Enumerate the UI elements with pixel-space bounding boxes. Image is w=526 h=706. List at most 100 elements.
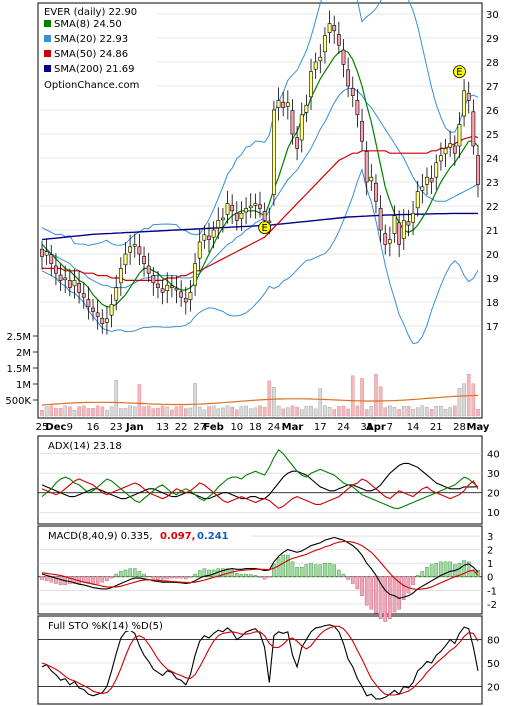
candle-body	[262, 211, 267, 221]
macd-histogram-bar	[105, 576, 109, 582]
volume-bar	[341, 405, 346, 417]
macd-histogram-bar	[95, 576, 100, 584]
macd-histogram-bar	[165, 576, 170, 580]
candle-body	[118, 268, 123, 284]
candle-body	[397, 222, 402, 245]
macd-histogram-bar	[332, 564, 337, 577]
volume-bar	[457, 388, 462, 417]
candle-body	[471, 111, 476, 147]
candle-body	[49, 254, 54, 264]
volume-bar	[453, 405, 457, 417]
macd-histogram-bar	[267, 576, 272, 578]
x-tick-label: Dec	[45, 422, 66, 433]
macd-hist-value: 0.241	[197, 531, 229, 542]
macd-histogram-bar	[392, 576, 397, 613]
macd-histogram-bar	[281, 554, 285, 577]
candle-body	[457, 124, 462, 147]
macd-histogram-bar	[91, 576, 95, 584]
candle-body	[197, 241, 202, 259]
price-legend: EVER (daily) 22.90 SMA(8) 24.50 SMA(20) …	[40, 5, 158, 95]
volume-bar	[183, 408, 188, 417]
volume-bar	[420, 405, 425, 417]
macd-histogram-bar	[434, 562, 439, 577]
volume-bar	[81, 405, 86, 417]
candle-body	[383, 233, 388, 245]
candle-body	[58, 274, 63, 281]
macd-tick-label: 0	[487, 573, 493, 584]
sto-series-line	[41, 624, 479, 700]
macd-histogram-bar	[286, 554, 290, 577]
earnings-marker-label: E	[456, 67, 462, 78]
volume-bar	[221, 407, 225, 417]
macd-histogram-bar	[235, 573, 239, 577]
candle-body	[355, 100, 360, 116]
volume-bar	[86, 408, 91, 417]
volume-bar	[170, 409, 174, 417]
candle-body	[156, 283, 160, 288]
macd-histogram-bar	[207, 569, 211, 577]
macd-histogram-bar	[142, 573, 146, 577]
volume-bar	[207, 406, 211, 417]
volume-bar	[142, 406, 146, 417]
candle-body	[54, 265, 58, 274]
macd-histogram-bar	[179, 576, 183, 579]
candle-body	[290, 110, 295, 135]
legend-swatch-sma200	[44, 65, 51, 72]
volume-bar	[429, 409, 434, 417]
candle-body	[123, 253, 128, 266]
candle-body	[128, 246, 133, 253]
candle-body	[443, 148, 448, 155]
macd-histogram-bar	[341, 573, 346, 577]
price-tick-label: 19	[486, 274, 499, 285]
candle-body	[225, 203, 230, 215]
volume-bar	[72, 409, 77, 417]
macd-histogram-bar	[374, 576, 378, 614]
volume-bar	[304, 406, 309, 417]
volume-bar	[68, 406, 72, 417]
candle-body	[160, 288, 165, 293]
macd-histogram-bar	[253, 575, 258, 577]
volume-bar	[77, 406, 81, 417]
volume-bar	[360, 378, 364, 417]
volume-bar	[123, 407, 128, 417]
volume-bar	[364, 409, 369, 417]
x-tick-label: 24	[268, 422, 281, 433]
candle-body	[44, 251, 49, 256]
price-tick-label: 17	[486, 322, 499, 333]
macd-histogram-bar	[448, 561, 452, 577]
x-tick-label: 22	[175, 422, 188, 433]
volume-bar	[95, 405, 100, 417]
x-tick-label: Feb	[203, 422, 223, 433]
indicator-panels	[38, 448, 482, 700]
macd-histogram-bar	[383, 576, 388, 622]
candle-body	[364, 151, 369, 183]
candle-body	[165, 284, 170, 291]
volume-bar	[193, 383, 197, 417]
x-tick-label: 31	[360, 422, 373, 433]
volume-tick-label: 1.5M	[6, 364, 31, 375]
volume-bar	[374, 373, 378, 417]
x-tick-label: Mar	[282, 422, 304, 433]
volume-bar	[290, 405, 295, 417]
axis-labels: 30292827262524232221201918172.5M2M1.5M1M…	[5, 10, 499, 693]
volume-bar	[40, 410, 44, 417]
x-tick-label: 18	[249, 422, 262, 433]
volume-bar	[281, 408, 285, 417]
x-tick-label: 25	[36, 422, 49, 433]
candle-body	[281, 101, 286, 108]
volume-bar	[448, 407, 452, 417]
legend-sma20: SMA(20) 22.93	[54, 34, 128, 45]
macd-histogram-bar	[262, 576, 267, 580]
candle-body	[336, 34, 341, 46]
adx-tick-label: 10	[487, 508, 500, 519]
macd-histogram-bar	[299, 567, 304, 577]
price-tick-label: 18	[486, 298, 499, 309]
candle-body	[452, 145, 457, 154]
macd-histogram-bar	[202, 568, 207, 577]
x-tick-label: 16	[87, 422, 100, 433]
macd-histogram-bar	[44, 576, 49, 582]
macd-histogram-bar	[258, 576, 262, 578]
macd-histogram-bar	[397, 576, 401, 610]
x-tick-label: 24	[337, 422, 350, 433]
